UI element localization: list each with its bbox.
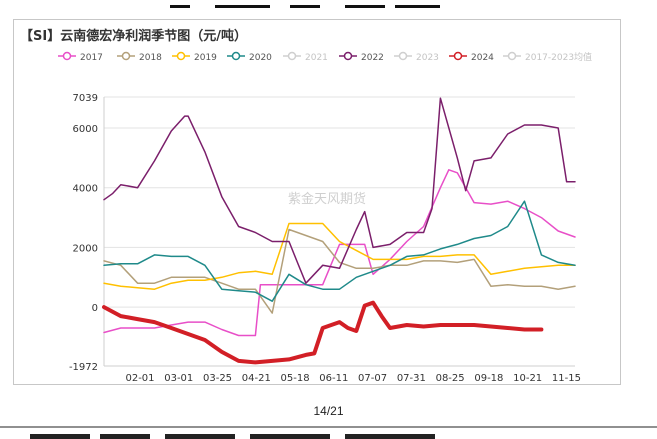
- series-line-2017: [103, 169, 576, 337]
- x-tick-label: 06-11: [319, 373, 348, 384]
- watermark-text: 紫金天风期货: [288, 191, 366, 207]
- legend-label: 2021: [305, 53, 328, 63]
- legend-label: 2020: [249, 53, 272, 63]
- legend-swatch-marker: [343, 51, 353, 61]
- y-tick-label: -1972: [69, 362, 98, 373]
- x-tick-label: 03-25: [203, 373, 232, 384]
- legend-label: 2017-2023均值: [525, 51, 592, 63]
- series-line-2019: [103, 222, 576, 290]
- y-tick-label: 7039: [73, 93, 98, 104]
- legend-swatch-marker: [62, 51, 72, 61]
- legend-label: 2018: [139, 53, 162, 63]
- next-page-divider: [0, 426, 657, 439]
- legend-item-2017-2023均值[interactable]: 2017-2023均值: [503, 51, 592, 63]
- y-tick-label: 4000: [73, 184, 98, 195]
- legend-label: 2017: [80, 53, 103, 63]
- next-page-text-strip: [0, 426, 657, 439]
- y-tick-label: 0: [92, 303, 98, 314]
- legend-swatch-marker: [398, 51, 408, 61]
- y-tick-label: 2000: [73, 243, 98, 254]
- y-tick-label: 6000: [73, 124, 98, 135]
- legend-swatch-marker: [453, 51, 463, 61]
- legend-swatch-marker: [121, 51, 131, 61]
- x-tick-label: 02-01: [125, 373, 154, 384]
- chart-title: 【SI】云南德宏净利润季节图（元/吨）: [20, 29, 247, 44]
- x-tick-label: 03-01: [164, 373, 193, 384]
- legend-item-2019[interactable]: 2019: [172, 51, 217, 64]
- page-number: 14/21: [313, 404, 344, 418]
- chart-frame: [13, 19, 621, 385]
- previous-page-text-strip: [0, 0, 657, 8]
- x-tick-label: 07-31: [397, 373, 426, 384]
- previous-page-text-fragment: [170, 3, 440, 8]
- x-tick-label: 07-07: [358, 373, 387, 384]
- legend-label: 2019: [194, 53, 217, 63]
- legend-label: 2023: [416, 53, 439, 63]
- legend-swatch-marker: [176, 51, 186, 61]
- x-tick-label: 11-15: [552, 373, 581, 384]
- x-tick-label: 08-25: [436, 373, 465, 384]
- legend-item-2017[interactable]: 2017: [58, 51, 103, 64]
- series-line-2018: [103, 228, 576, 314]
- legend-label: 2024: [471, 53, 494, 63]
- legend-swatch-marker: [507, 51, 517, 61]
- x-tick-label: 04-21: [242, 373, 271, 384]
- legend-swatch-marker: [231, 51, 241, 61]
- legend-swatch-marker: [287, 51, 297, 61]
- legend-item-2018[interactable]: 2018: [117, 51, 162, 64]
- legend-item-2021[interactable]: 2021: [283, 51, 328, 64]
- x-tick-label: 09-18: [474, 373, 503, 384]
- series-line-2022: [103, 97, 576, 284]
- series-line-2024: [102, 300, 544, 365]
- legend-item-2022[interactable]: 2022: [339, 51, 384, 64]
- legend-item-2024[interactable]: 2024: [449, 51, 494, 64]
- x-tick-label: 10-21: [513, 373, 542, 384]
- x-tick-label: 05-18: [281, 373, 310, 384]
- series-line-2020: [103, 200, 576, 302]
- legend-label: 2022: [361, 53, 384, 63]
- legend-item-2023[interactable]: 2023: [394, 51, 439, 64]
- legend-item-2020[interactable]: 2020: [227, 51, 272, 64]
